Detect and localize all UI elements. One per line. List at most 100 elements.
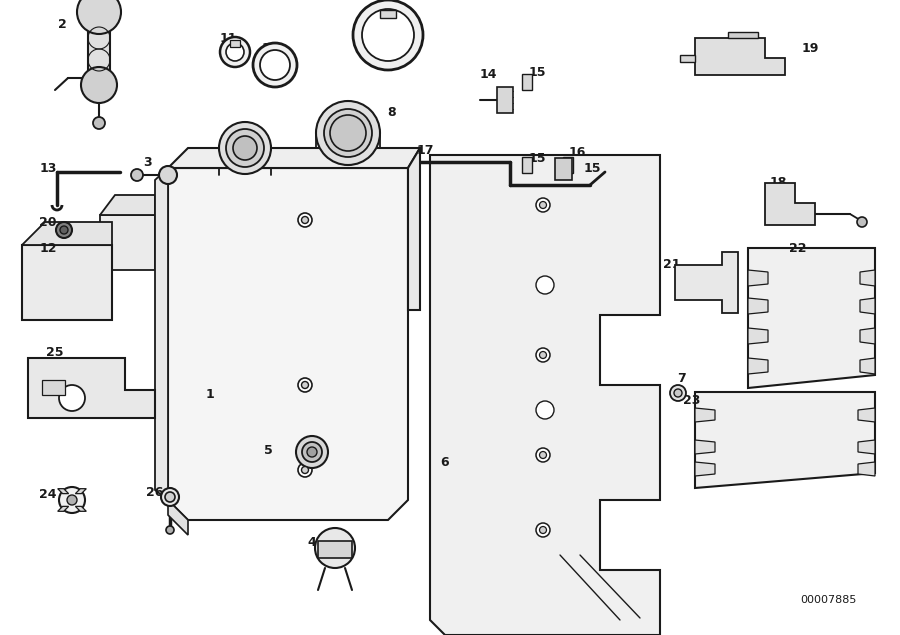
Text: 12: 12 [40,241,57,255]
Text: 22: 22 [789,241,806,255]
Polygon shape [76,506,86,511]
Text: 25: 25 [46,345,64,359]
Text: 20: 20 [40,215,57,229]
Polygon shape [100,195,155,215]
Polygon shape [748,328,768,344]
Circle shape [536,276,554,294]
Text: 15: 15 [528,152,545,164]
Text: 14: 14 [479,69,497,81]
Circle shape [857,217,867,227]
Polygon shape [555,158,572,180]
Polygon shape [88,12,110,85]
Text: 6: 6 [441,455,449,469]
Polygon shape [497,87,513,113]
Circle shape [226,43,244,61]
Polygon shape [858,408,875,422]
Polygon shape [168,168,408,520]
Polygon shape [728,32,758,38]
Text: 4: 4 [308,535,317,549]
Circle shape [60,226,68,234]
Text: 18: 18 [770,175,787,189]
Polygon shape [765,183,815,225]
Polygon shape [860,270,875,286]
Polygon shape [695,38,785,75]
Circle shape [260,50,290,80]
Circle shape [67,495,77,505]
Circle shape [536,401,554,419]
Polygon shape [522,157,532,173]
Polygon shape [695,440,715,454]
Circle shape [670,385,686,401]
Text: 24: 24 [40,488,57,502]
Polygon shape [858,440,875,454]
Circle shape [315,528,355,568]
Polygon shape [695,392,875,488]
Polygon shape [695,408,715,422]
Circle shape [539,352,546,359]
Polygon shape [22,222,112,245]
Polygon shape [860,328,875,344]
Circle shape [131,169,143,181]
Text: 15: 15 [583,161,601,175]
Circle shape [302,382,309,389]
Circle shape [161,488,179,506]
Polygon shape [168,500,188,535]
Circle shape [159,166,177,184]
Circle shape [536,448,550,462]
Circle shape [166,526,174,534]
Polygon shape [748,248,875,388]
Circle shape [93,117,105,129]
Circle shape [539,526,546,533]
Circle shape [77,0,121,34]
Polygon shape [28,358,155,418]
Text: 5: 5 [264,443,273,457]
Circle shape [324,109,372,157]
Polygon shape [563,157,573,173]
Text: 17: 17 [416,144,434,156]
Text: 9: 9 [368,11,376,25]
Polygon shape [230,40,240,47]
Polygon shape [408,148,420,310]
Circle shape [302,442,322,462]
Circle shape [307,447,317,457]
Polygon shape [155,168,168,500]
Text: 23: 23 [683,394,701,406]
Circle shape [539,451,546,458]
Polygon shape [318,541,352,558]
Circle shape [536,198,550,212]
Polygon shape [430,155,660,635]
Polygon shape [748,270,768,286]
Text: 21: 21 [663,258,680,272]
Circle shape [56,222,72,238]
Polygon shape [675,252,738,313]
Polygon shape [100,215,155,270]
Polygon shape [522,74,532,90]
Circle shape [296,436,328,468]
Circle shape [253,43,297,87]
Circle shape [302,467,309,474]
Polygon shape [695,462,715,476]
Circle shape [226,129,264,167]
Polygon shape [408,148,420,310]
Polygon shape [58,506,68,511]
Circle shape [330,115,366,151]
Text: 15: 15 [528,65,545,79]
Text: 2: 2 [58,18,67,32]
Text: 16: 16 [568,145,586,159]
Circle shape [220,37,250,67]
Text: 13: 13 [40,161,57,175]
Polygon shape [860,298,875,314]
Text: 3: 3 [144,156,152,168]
Circle shape [298,463,312,477]
Circle shape [298,378,312,392]
Polygon shape [380,10,396,18]
Text: 19: 19 [801,41,819,55]
Circle shape [302,217,309,224]
Text: 1: 1 [205,389,214,401]
Circle shape [674,389,682,397]
Circle shape [165,492,175,502]
Circle shape [539,201,546,208]
Circle shape [59,487,85,513]
Circle shape [353,0,423,70]
Circle shape [298,213,312,227]
